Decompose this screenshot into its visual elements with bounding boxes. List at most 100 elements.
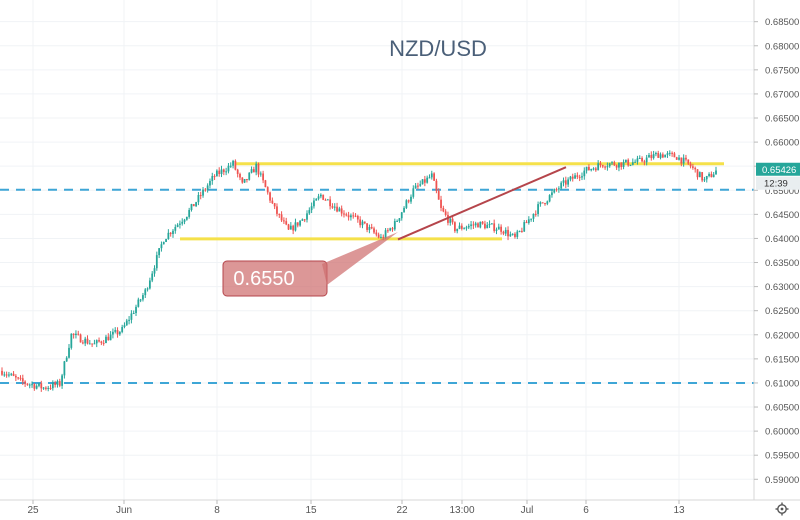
candle-body xyxy=(65,357,68,362)
candle-body xyxy=(142,295,144,300)
candle-body xyxy=(463,228,466,230)
candle-body xyxy=(370,227,373,229)
candle-body xyxy=(585,166,588,171)
candle-body xyxy=(225,171,228,173)
candle-body xyxy=(70,333,73,348)
candle-body xyxy=(352,215,355,217)
y-tick-label: 0.68500 xyxy=(765,17,799,28)
candle-body xyxy=(206,185,209,190)
candle-body xyxy=(243,178,246,183)
candle-body xyxy=(400,212,403,219)
candle-body xyxy=(678,157,680,160)
candle-body xyxy=(514,233,516,237)
candle-body xyxy=(615,165,618,168)
candle-body xyxy=(95,340,98,344)
price-callout[interactable]: 0.6550 xyxy=(222,232,398,297)
candle-body xyxy=(624,159,627,163)
candle-body xyxy=(252,169,255,173)
y-tick-label: 0.62500 xyxy=(765,306,799,317)
candle-body xyxy=(130,313,133,320)
candle-body xyxy=(576,175,579,177)
candle-body xyxy=(467,225,470,228)
candle-body xyxy=(456,228,459,232)
candle-body xyxy=(188,210,191,217)
candle-body xyxy=(209,180,211,186)
y-axis-ticks: 0.68500 0.68000 0.67500 0.67000 0.66500 0.660… xyxy=(754,17,799,486)
candle-body xyxy=(174,226,177,231)
candle-body xyxy=(666,153,669,155)
candle-body xyxy=(1,370,3,375)
candle-body xyxy=(546,201,549,204)
candle-body xyxy=(398,218,401,221)
candle-body xyxy=(8,374,10,376)
y-tick-label: 0.65000 xyxy=(765,186,799,197)
candle-body xyxy=(276,206,278,214)
candle-body xyxy=(347,215,350,218)
candle-body xyxy=(102,342,105,344)
candle-body xyxy=(534,213,537,215)
candle-body xyxy=(477,223,479,228)
candle-body xyxy=(232,160,234,166)
chart-title: NZD/USD xyxy=(389,36,487,61)
candle-body xyxy=(112,331,114,335)
candle-body xyxy=(248,172,251,180)
x-axis-ticks: 25 Jun 8 15 22 13:00 Jul 6 13 xyxy=(27,500,685,516)
candle-body xyxy=(17,377,20,379)
candle-body xyxy=(197,195,200,203)
candle-body xyxy=(470,224,472,226)
x-tick-label: 22 xyxy=(396,505,408,516)
candle-body xyxy=(77,333,80,335)
candle-body xyxy=(146,288,149,290)
candle-body xyxy=(287,224,290,230)
y-tick-label: 0.68000 xyxy=(765,41,799,52)
candle-body xyxy=(192,204,195,207)
trendline-group[interactable] xyxy=(397,166,567,241)
level-lines xyxy=(0,162,754,384)
candle-body xyxy=(497,226,500,230)
candle-body xyxy=(273,203,276,207)
candle-body xyxy=(42,387,45,389)
candle-body xyxy=(687,159,690,164)
candle-body xyxy=(132,313,135,315)
candle-body xyxy=(218,170,221,175)
candle-body xyxy=(592,168,595,170)
x-tick-label: 15 xyxy=(305,505,317,516)
candle-body xyxy=(594,168,597,171)
candle-body xyxy=(5,374,8,376)
candle-body xyxy=(162,242,165,245)
candle-body xyxy=(375,232,378,235)
candle-body xyxy=(289,225,292,230)
candle-body xyxy=(234,160,237,170)
candle-body xyxy=(153,268,156,274)
candle-body xyxy=(38,383,40,386)
candle-body xyxy=(326,199,329,201)
candle-body xyxy=(88,343,91,345)
candle-body xyxy=(634,161,637,163)
candle-body xyxy=(691,166,694,168)
candle-body xyxy=(280,214,283,221)
candle-body xyxy=(98,340,100,342)
candle-body xyxy=(299,220,301,226)
candle-body xyxy=(553,189,556,193)
candle-body xyxy=(28,384,31,386)
candle-body xyxy=(21,378,24,382)
candle-body xyxy=(696,169,699,178)
candle-body xyxy=(373,228,375,233)
candle-body xyxy=(58,381,61,386)
candle-body xyxy=(49,387,52,389)
candle-body xyxy=(412,188,415,197)
candle-body xyxy=(527,219,530,223)
candle-body xyxy=(638,157,641,159)
candle-body xyxy=(331,206,334,208)
y-tick-label: 0.59500 xyxy=(765,451,799,462)
candle-body xyxy=(340,208,343,214)
x-tick-label: 13:00 xyxy=(449,505,474,516)
candle-body xyxy=(680,157,683,164)
settings-gear-icon[interactable] xyxy=(775,502,789,516)
candle-body xyxy=(79,334,82,343)
candle-body xyxy=(652,154,655,159)
candle-body xyxy=(509,234,512,237)
candle-body xyxy=(698,172,701,178)
